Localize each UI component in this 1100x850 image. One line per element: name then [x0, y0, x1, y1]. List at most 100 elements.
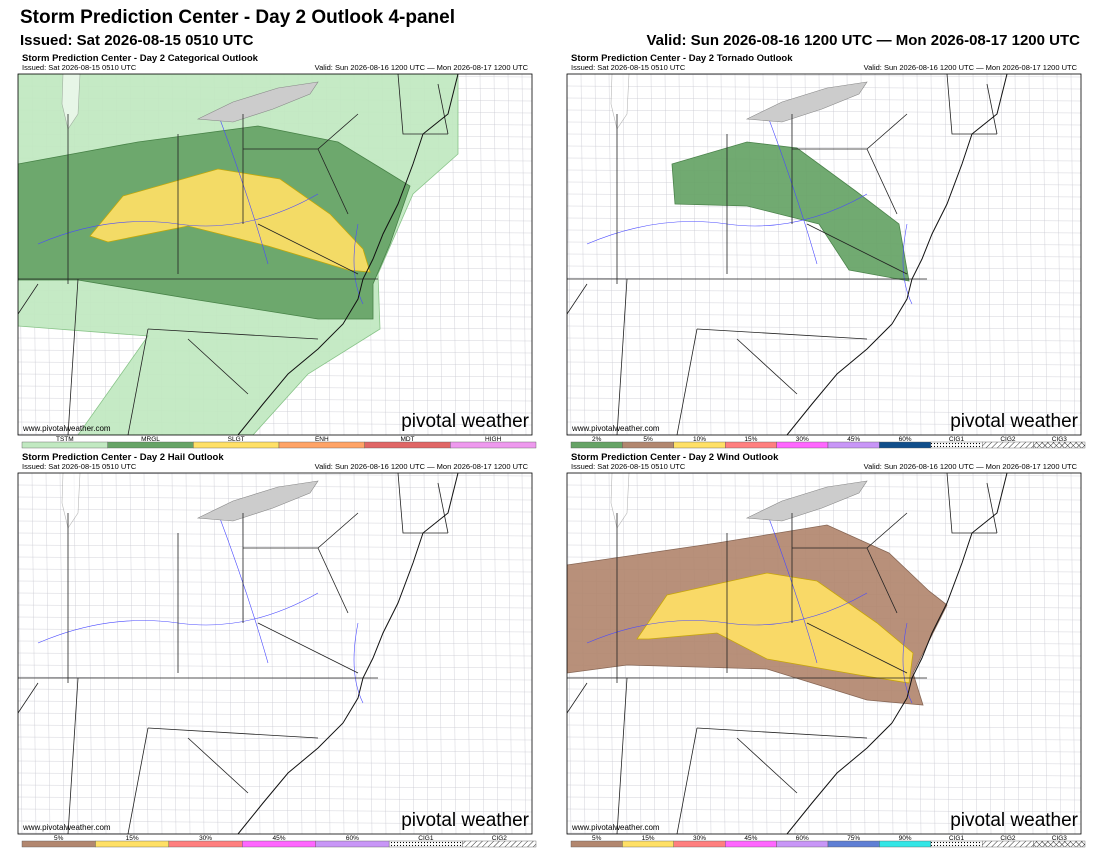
- valid-time: Valid: Sun 2026-08-16 1200 UTC — Mon 202…: [646, 32, 1080, 49]
- state-line: [946, 473, 997, 534]
- state-line: [147, 328, 319, 340]
- panel-valid: Valid: Sun 2026-08-16 1200 UTC — Mon 202…: [315, 63, 529, 72]
- panel-valid: Valid: Sun 2026-08-16 1200 UTC — Mon 202…: [864, 462, 1078, 471]
- map-credit: www.pivotalweather.com: [571, 424, 660, 433]
- legend-swatch: [1033, 840, 1086, 848]
- legend-label: 30%: [199, 835, 212, 842]
- risk-area: [636, 572, 914, 684]
- panel-issued: Issued: Sat 2026-08-15 0510 UTC: [571, 462, 686, 471]
- legend-label: 45%: [272, 835, 285, 842]
- state-line: [736, 737, 798, 794]
- legend-label: ENH: [315, 436, 329, 443]
- legend-label: CIG3: [1052, 835, 1068, 842]
- legend-label: 15%: [744, 436, 757, 443]
- panel-issued: Issued: Sat 2026-08-15 0510 UTC: [22, 462, 137, 471]
- legend-label: 5%: [592, 835, 602, 842]
- state-line: [317, 547, 349, 614]
- state-line: [187, 737, 249, 794]
- page-title: Storm Prediction Center - Day 2 Outlook …: [20, 7, 455, 28]
- state-line: [946, 74, 997, 135]
- state-line: [986, 83, 998, 135]
- legend-swatch: [450, 441, 537, 449]
- state-line: [67, 677, 79, 834]
- state-line: [866, 547, 898, 614]
- panel-valid: Valid: Sun 2026-08-16 1200 UTC — Mon 202…: [315, 462, 529, 471]
- legend-label: 45%: [847, 436, 860, 443]
- map-frame: [566, 73, 1082, 436]
- legend-label: 5%: [643, 436, 653, 443]
- legend-label: 5%: [54, 835, 64, 842]
- map-frame: [566, 472, 1082, 835]
- state-line: [736, 338, 798, 395]
- legend-swatch: [1033, 441, 1086, 449]
- state-line: [696, 328, 868, 340]
- brand-watermark: pivotal weather: [950, 411, 1078, 432]
- state-line: [127, 727, 149, 834]
- legend-label: 60%: [796, 835, 809, 842]
- legend-label: 60%: [899, 436, 912, 443]
- legend-label: 75%: [847, 835, 860, 842]
- state-line: [127, 328, 149, 435]
- state-line: [257, 223, 359, 275]
- state-line: [676, 727, 698, 834]
- state-line: [567, 682, 588, 714]
- coastline: [237, 74, 459, 435]
- state-line: [147, 727, 319, 739]
- legend-label: SLGT: [228, 436, 245, 443]
- outlook-panel: Storm Prediction Center - Day 2 Wind Out…: [566, 452, 1086, 848]
- state-line: [616, 278, 628, 435]
- state-line: [18, 283, 39, 315]
- lake: [61, 74, 81, 130]
- state-line: [806, 223, 908, 275]
- coastline: [786, 473, 1008, 834]
- lake: [610, 473, 630, 529]
- coastline: [237, 473, 459, 834]
- state-line: [567, 283, 588, 315]
- panel-title: Storm Prediction Center - Day 2 Tornado …: [571, 53, 793, 64]
- lake: [196, 81, 319, 123]
- panel-title: Storm Prediction Center - Day 2 Hail Out…: [22, 452, 224, 463]
- panel-issued: Issued: Sat 2026-08-15 0510 UTC: [22, 63, 137, 72]
- panel-issued: Issued: Sat 2026-08-15 0510 UTC: [571, 63, 686, 72]
- map: [18, 473, 532, 834]
- state-line: [986, 482, 998, 534]
- legend-label: TSTM: [56, 436, 74, 443]
- legend-label: CIG2: [1000, 835, 1016, 842]
- legend-label: CIG1: [949, 436, 965, 443]
- legend-label: 10%: [693, 436, 706, 443]
- state-line: [257, 622, 359, 674]
- state-line: [866, 148, 898, 215]
- legend-label: CIG1: [418, 835, 434, 842]
- map-frame: [17, 73, 533, 436]
- panel-title: Storm Prediction Center - Day 2 Wind Out…: [571, 452, 779, 463]
- map: [567, 473, 1081, 834]
- coastline: [786, 74, 1008, 435]
- state-line: [67, 278, 79, 435]
- state-line: [397, 473, 448, 534]
- legend-label: 90%: [899, 835, 912, 842]
- map-credit: www.pivotalweather.com: [22, 823, 111, 832]
- panel-title: Storm Prediction Center - Day 2 Categori…: [22, 53, 259, 64]
- state-line: [437, 83, 449, 135]
- legend-label: MRGL: [141, 436, 160, 443]
- state-line: [616, 677, 628, 834]
- state-line: [317, 148, 349, 215]
- map-frame: [17, 472, 533, 835]
- legend-label: 45%: [744, 835, 757, 842]
- brand-watermark: pivotal weather: [401, 810, 529, 831]
- risk-area: [89, 168, 371, 273]
- map: [567, 74, 1081, 435]
- legend-label: CIG2: [1000, 436, 1016, 443]
- state-line: [676, 328, 698, 435]
- brand-watermark: pivotal weather: [950, 810, 1078, 831]
- legend-label: CIG1: [949, 835, 965, 842]
- map-credit: www.pivotalweather.com: [571, 823, 660, 832]
- legend-label: 30%: [796, 436, 809, 443]
- lake: [610, 74, 630, 130]
- legend-label: 30%: [693, 835, 706, 842]
- risk-area: [671, 141, 910, 282]
- legend-label: HIGH: [485, 436, 502, 443]
- legend-label: 15%: [126, 835, 139, 842]
